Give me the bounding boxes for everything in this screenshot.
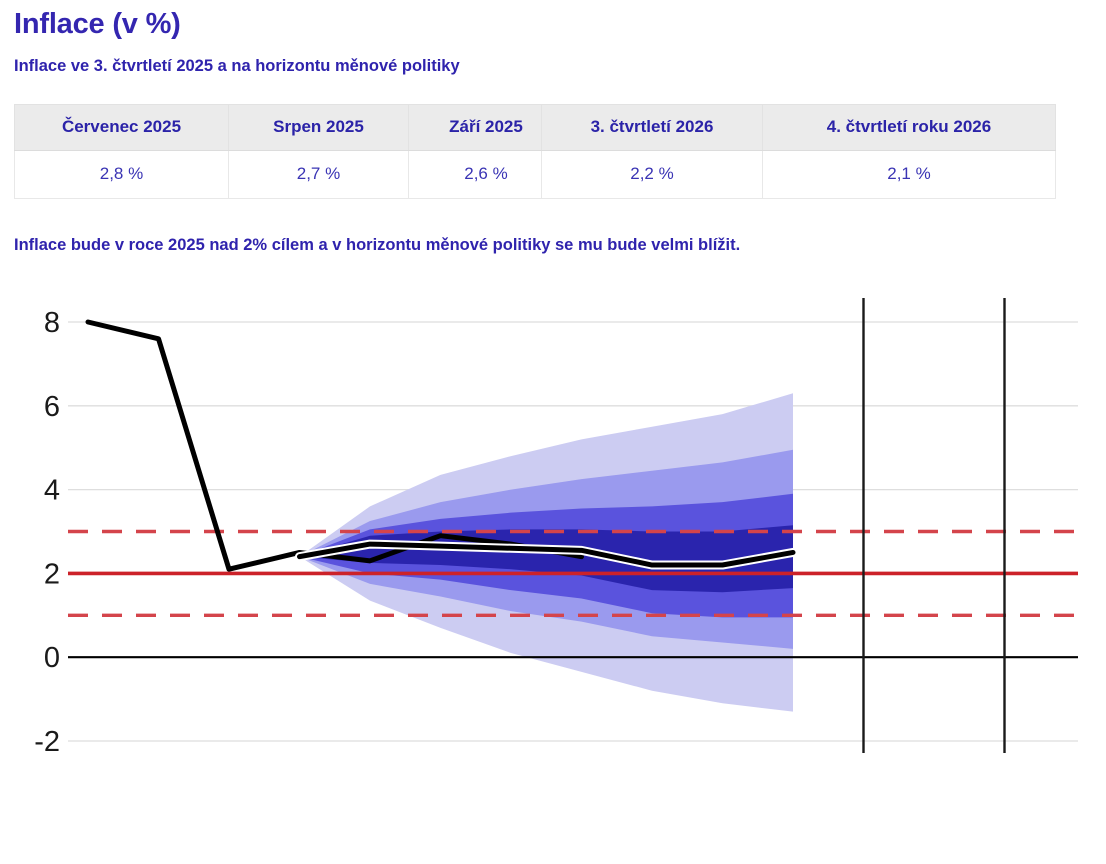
y-axis-tick-label: 0 (44, 642, 60, 674)
page-subtitle: Inflace ve 3. čtvrtletí 2025 a na horizo… (14, 57, 460, 75)
table-cell: 2,1 % (762, 150, 1056, 199)
table-row: 2,2 % 2,1 % (541, 150, 1056, 199)
fan-chart-svg: -2 0 2 4 6 8 (34, 298, 1078, 758)
history-line (85, 319, 584, 572)
y-axis-tick-label: 2 (44, 558, 60, 590)
table-cell: 2,8 % (14, 150, 229, 199)
table-row: 2,8 % 2,7 % 2,6 % (14, 150, 564, 199)
y-axis-tick-label: 4 (44, 475, 60, 507)
table-cell: 2,2 % (541, 150, 763, 199)
y-axis-tick-label: 6 (44, 391, 60, 423)
forecast-line (297, 541, 796, 568)
inflation-quarters-table: 3. čtvrtletí 2026 4. čtvrtletí roku 2026… (541, 104, 1056, 199)
y-axis-tick-labels: -2 0 2 4 6 8 (34, 307, 60, 758)
table-header-row: Červenec 2025 Srpen 2025 Září 2025 (14, 104, 564, 151)
table-header-cell: 4. čtvrtletí roku 2026 (762, 104, 1056, 151)
y-axis-tick-label: 8 (44, 307, 60, 339)
inflation-fan-chart: -2 0 2 4 6 8 (0, 288, 1106, 864)
inflation-series-lines (85, 319, 798, 572)
inflation-months-table: Červenec 2025 Srpen 2025 Září 2025 2,8 %… (14, 104, 564, 199)
monetary-policy-horizon-lines (862, 298, 1006, 753)
table-header-cell: Červenec 2025 (14, 104, 229, 151)
page-title: Inflace (v %) (14, 8, 181, 40)
table-header-cell: Září 2025 (408, 104, 564, 151)
lead-statement: Inflace bude v roce 2025 nad 2% cílem a … (14, 236, 741, 254)
table-header-row: 3. čtvrtletí 2026 4. čtvrtletí roku 2026 (541, 104, 1056, 151)
table-cell: 2,7 % (228, 150, 409, 199)
inflation-target-lines (68, 529, 1078, 617)
table-header-cell: 3. čtvrtletí 2026 (541, 104, 763, 151)
y-axis-tick-label: -2 (34, 726, 60, 758)
table-header-cell: Srpen 2025 (228, 104, 409, 151)
